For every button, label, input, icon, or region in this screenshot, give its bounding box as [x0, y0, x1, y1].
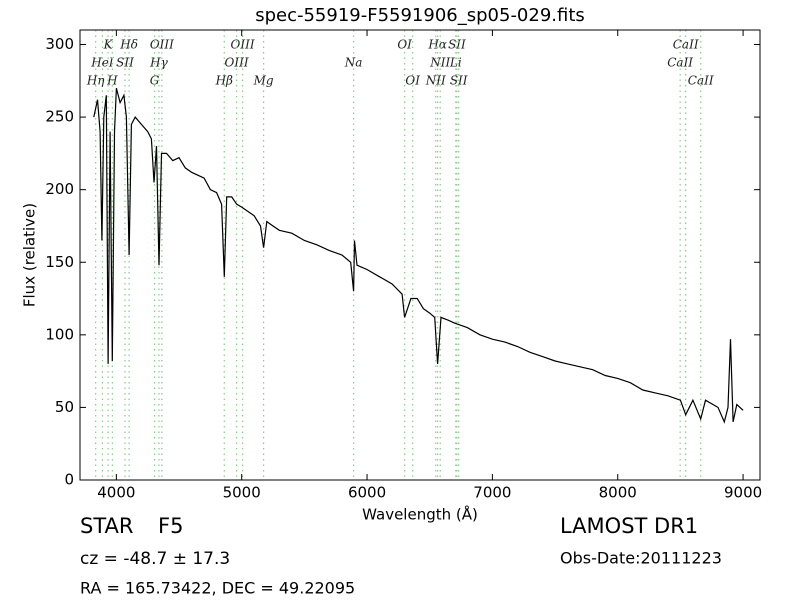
spectral-line-label: Hβ: [215, 74, 233, 88]
y-axis-label: Flux (relative): [21, 203, 39, 307]
spectral-line-label: Hα: [427, 38, 447, 52]
y-tick-label: 100: [45, 325, 74, 343]
subclass: F5: [158, 514, 183, 538]
spectral-line-label: Hδ: [119, 38, 138, 52]
y-tick-label: 50: [55, 398, 74, 416]
y-tick-label: 250: [45, 108, 74, 126]
x-tick-label: 4000: [97, 484, 135, 502]
x-axis-label: Wavelength (Å): [362, 505, 478, 524]
spectral-line-label: G: [150, 74, 160, 88]
object-class: STAR: [80, 514, 133, 538]
spectral-line-label: CaII: [688, 74, 714, 88]
spectrum-line: [93, 87, 744, 424]
spectral-line-label: OI: [397, 38, 412, 52]
y-tick-label: 200: [45, 180, 74, 198]
coordinates: RA = 165.73422, DEC = 49.22095: [80, 579, 355, 598]
spectral-line-label: CaII: [667, 56, 693, 70]
y-tick-label: 300: [45, 35, 74, 53]
spectral-line-label: SII: [116, 56, 134, 70]
x-tick-label: 7000: [473, 484, 511, 502]
x-tick-label: 6000: [348, 484, 386, 502]
spectral-line-label: OIII: [150, 38, 174, 52]
spectral-line-label: Mg: [253, 74, 274, 88]
redshift: cz = -48.7 ± 17.3: [80, 549, 230, 569]
chart-title: spec-55919-F5591906_sp05-029.fits: [255, 5, 585, 26]
obs-date: Obs-Date:20111223: [560, 549, 722, 568]
spectral-line-label: NII: [429, 56, 450, 70]
spectral-line-label: CaII: [673, 38, 699, 52]
survey: LAMOST DR1: [560, 514, 698, 538]
spectral-line-label: NII: [425, 74, 446, 88]
spectral-line-label: SII: [450, 74, 468, 88]
spectral-line-label: OI: [405, 74, 420, 88]
y-tick-label: 0: [64, 471, 74, 489]
spectral-line-label: Li: [449, 56, 462, 70]
y-tick-label: 150: [45, 253, 74, 271]
spectral-line-label: HeI: [90, 56, 114, 70]
spectral-line-label: Hη: [86, 74, 105, 88]
spectral-line-label: SII: [448, 38, 466, 52]
spectral-line-label: Hγ: [149, 56, 168, 70]
x-tick-label: 8000: [599, 484, 637, 502]
spectral-line-label: K: [103, 38, 114, 52]
spectral-line-label: H: [106, 74, 118, 88]
spectral-line-label: OIII: [231, 38, 255, 52]
x-tick-label: 5000: [223, 484, 261, 502]
spectral-line-label: Na: [344, 56, 363, 70]
plot-frame: [79, 29, 761, 481]
spectral-line-label: OIII: [225, 56, 249, 70]
x-tick-label: 9000: [724, 484, 762, 502]
